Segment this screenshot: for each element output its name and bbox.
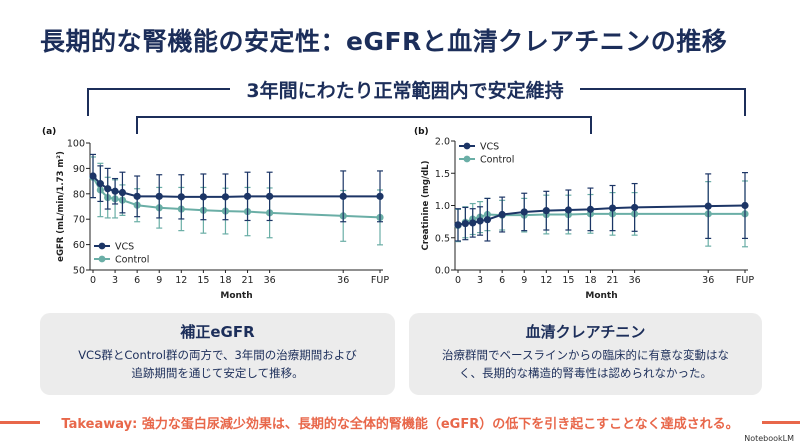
x-tick-label: 15: [562, 275, 574, 286]
data-point-vcs: [454, 221, 462, 229]
x-tick-label: 21: [241, 275, 253, 286]
data-point-vcs: [631, 203, 639, 212]
slide-title: 長期的な腎機能の安定性：eGFRと血清クレアチニンの推移: [40, 27, 728, 56]
bracket-label: 3年間にわたり正常範囲内で安定維持: [230, 76, 580, 103]
legend-label: Control: [115, 255, 149, 266]
x-tick-label: 9: [521, 275, 527, 286]
x-tick-label: 18: [584, 275, 596, 286]
data-point-vcs: [586, 205, 595, 213]
x-tick-label: 3: [112, 275, 118, 286]
panel-label: (a): [42, 127, 56, 137]
egfr-card-text-2: 追跡期間を通じて安定して推移。: [131, 366, 304, 380]
y-tick-label: 50: [73, 266, 85, 277]
egfr-card: 補正eGFR VCS群とControl群の両方で、3年間の治療期間および 追跡期…: [40, 313, 395, 395]
data-point-vcs: [564, 206, 572, 214]
creatinine-card: 血清クレアチニン 治療群間でベースラインからの臨床的に有意な変動はな く、長期的…: [409, 313, 762, 395]
notebooklm-brand: NotebookLM: [744, 434, 794, 443]
data-point-vcs: [266, 192, 274, 200]
data-point-vcs: [177, 193, 185, 201]
egfr-card-text-1: VCS群とControl群の両方で、3年間の治療期間および: [78, 348, 357, 362]
creatinine-card-text-1: 治療群間でベースラインからの臨床的に有意な変動はな: [442, 348, 729, 362]
x-tick-label: 18: [219, 275, 231, 286]
data-point-vcs: [339, 192, 347, 200]
y-tick-label: 60: [73, 240, 85, 251]
data-point-vcs: [133, 192, 141, 200]
legend-label: Control: [480, 155, 514, 166]
data-point-vcs: [741, 201, 749, 210]
panel-label: (b): [414, 127, 429, 137]
x-tick-label: 6: [134, 275, 140, 286]
y-tick-label: 90: [73, 164, 85, 175]
legend-label: VCS: [115, 242, 134, 253]
egfr-card-title: 補正eGFR: [180, 323, 255, 341]
x-axis-title: Month: [220, 291, 252, 301]
data-point-vcs: [520, 208, 528, 216]
x-tick-label: 6: [499, 275, 505, 286]
x-axis-title: Month: [585, 291, 617, 301]
data-point-vcs: [704, 202, 712, 210]
x-tick-label: 36: [629, 275, 641, 286]
legend-marker: [98, 255, 106, 263]
y-tick-label: 100: [67, 139, 85, 150]
y-tick-label: 80: [73, 189, 85, 200]
legend-marker: [463, 142, 471, 150]
x-tick-label: 12: [540, 275, 552, 286]
data-point-vcs: [104, 185, 112, 193]
y-tick-label: 2.0: [435, 137, 450, 148]
x-tick-label: 0: [455, 275, 461, 286]
x-tick-label: 21: [606, 275, 618, 286]
x-tick-label: 12: [175, 275, 187, 286]
data-point-vcs: [461, 219, 469, 228]
creatinine-chart: (b)0.00.51.01.52.00 3 6 9 12 15 18 21 36 36 FUPMon…: [414, 127, 754, 301]
legend-label: VCS: [480, 142, 499, 153]
data-point-vcs: [96, 180, 104, 188]
data-point-vcs: [221, 193, 230, 201]
data-point-vcs: [111, 187, 119, 195]
x-tick-label: 9: [156, 275, 162, 286]
data-point-vcs: [243, 192, 252, 200]
y-tick-label: 1.0: [435, 201, 450, 212]
data-point-vcs: [376, 192, 384, 200]
takeaway-line-right: [762, 421, 800, 424]
y-tick-label: 0.5: [435, 233, 450, 244]
data-point-vcs: [199, 193, 207, 201]
x-tick-label: 15: [197, 275, 209, 286]
takeaway-text: Takeaway: 強力な蛋白尿減少効果は、長期的な全体的腎機能（eGFR）の低…: [61, 417, 739, 432]
legend-marker: [98, 242, 106, 250]
creatinine-card-title: 血清クレアチニン: [525, 323, 646, 341]
x-tick-label: 0: [90, 275, 96, 286]
data-point-vcs: [155, 192, 163, 200]
legend-marker: [463, 155, 471, 163]
inner-bracket: [136, 116, 592, 134]
data-point-vcs: [483, 216, 492, 224]
y-axis-title: eGFR (mL/min/1.73 m²): [56, 151, 66, 262]
y-tick-label: 0.0: [435, 266, 450, 277]
data-point-vcs: [498, 210, 506, 219]
y-tick-label: 70: [73, 215, 85, 226]
x-tick-label: 3: [477, 275, 483, 286]
data-point-vcs: [608, 204, 617, 212]
data-point-vcs: [469, 219, 477, 227]
x-tick-label: FUP: [736, 275, 754, 286]
data-point-vcs: [118, 188, 127, 197]
x-tick-label: 36: [702, 275, 714, 286]
y-axis-title: Creatinine (mg/dL): [421, 160, 431, 250]
takeaway-line-left: [0, 421, 40, 424]
creatinine-card-text-2: く、長期的な構造的腎毒性は認められなかった。: [459, 366, 712, 380]
x-tick-label: 36: [337, 275, 349, 286]
x-tick-label: 36: [264, 275, 276, 286]
y-tick-label: 1.5: [435, 169, 450, 180]
data-point-vcs: [476, 217, 484, 225]
x-tick-label: FUP: [371, 275, 389, 286]
data-point-vcs: [89, 172, 97, 180]
data-point-vcs: [542, 207, 550, 215]
